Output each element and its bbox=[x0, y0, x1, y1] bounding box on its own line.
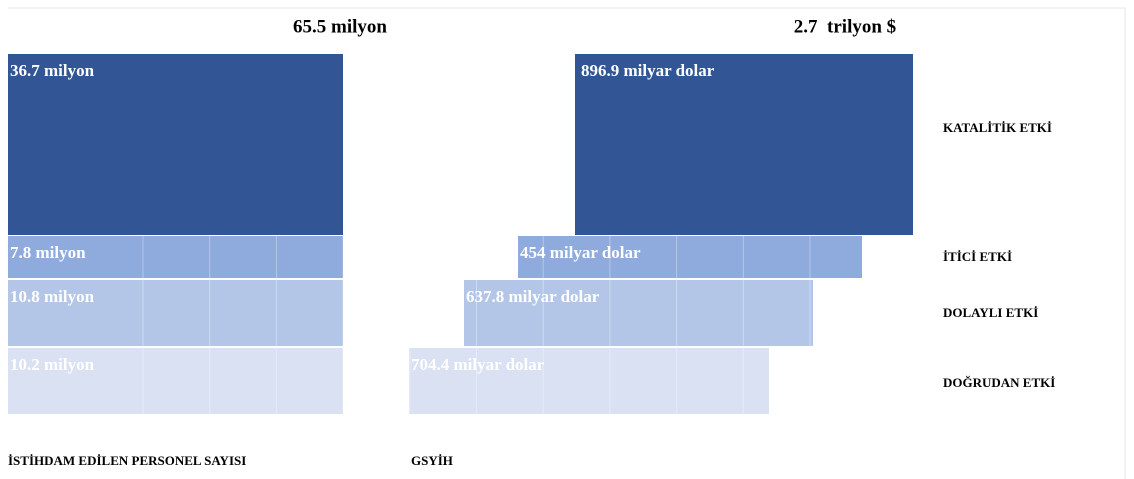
employment-caption: İSTİHDAM EDİLEN PERSONEL SAYISI bbox=[8, 453, 246, 468]
gdp-value: 454 milyar dolar bbox=[520, 243, 641, 262]
gdp-value: 637.8 milyar dolar bbox=[466, 287, 600, 306]
employment-segment bbox=[8, 348, 343, 414]
gdp-segment bbox=[464, 280, 813, 346]
row-label: DOLAYLI ETKİ bbox=[943, 305, 1038, 320]
frame bbox=[8, 7, 1126, 479]
gdp-total: 2.7 trilyon $ bbox=[794, 16, 896, 37]
gdp-segment bbox=[575, 54, 913, 235]
employment-segment bbox=[8, 280, 343, 346]
row-label: İTİCİ ETKİ bbox=[943, 249, 1012, 264]
gdp-caption: GSYİH bbox=[411, 453, 453, 468]
employment-segment bbox=[8, 236, 343, 278]
employment-value: 7.8 milyon bbox=[10, 243, 86, 262]
gdp-segment bbox=[518, 236, 862, 278]
employment-total: 65.5 milyon bbox=[293, 16, 387, 37]
employment-value: 36.7 milyon bbox=[10, 61, 95, 80]
employment-segment bbox=[8, 54, 343, 235]
employment-value: 10.2 milyon bbox=[10, 355, 95, 374]
row-label: DOĞRUDAN ETKİ bbox=[943, 375, 1055, 390]
row-label: KATALİTİK ETKİ bbox=[943, 120, 1052, 135]
employment-value: 10.8 milyon bbox=[10, 287, 95, 306]
gdp-value: 896.9 milyar dolar bbox=[581, 61, 715, 80]
gdp-segment bbox=[409, 348, 769, 414]
gdp-value: 704.4 milyar dolar bbox=[411, 355, 545, 374]
